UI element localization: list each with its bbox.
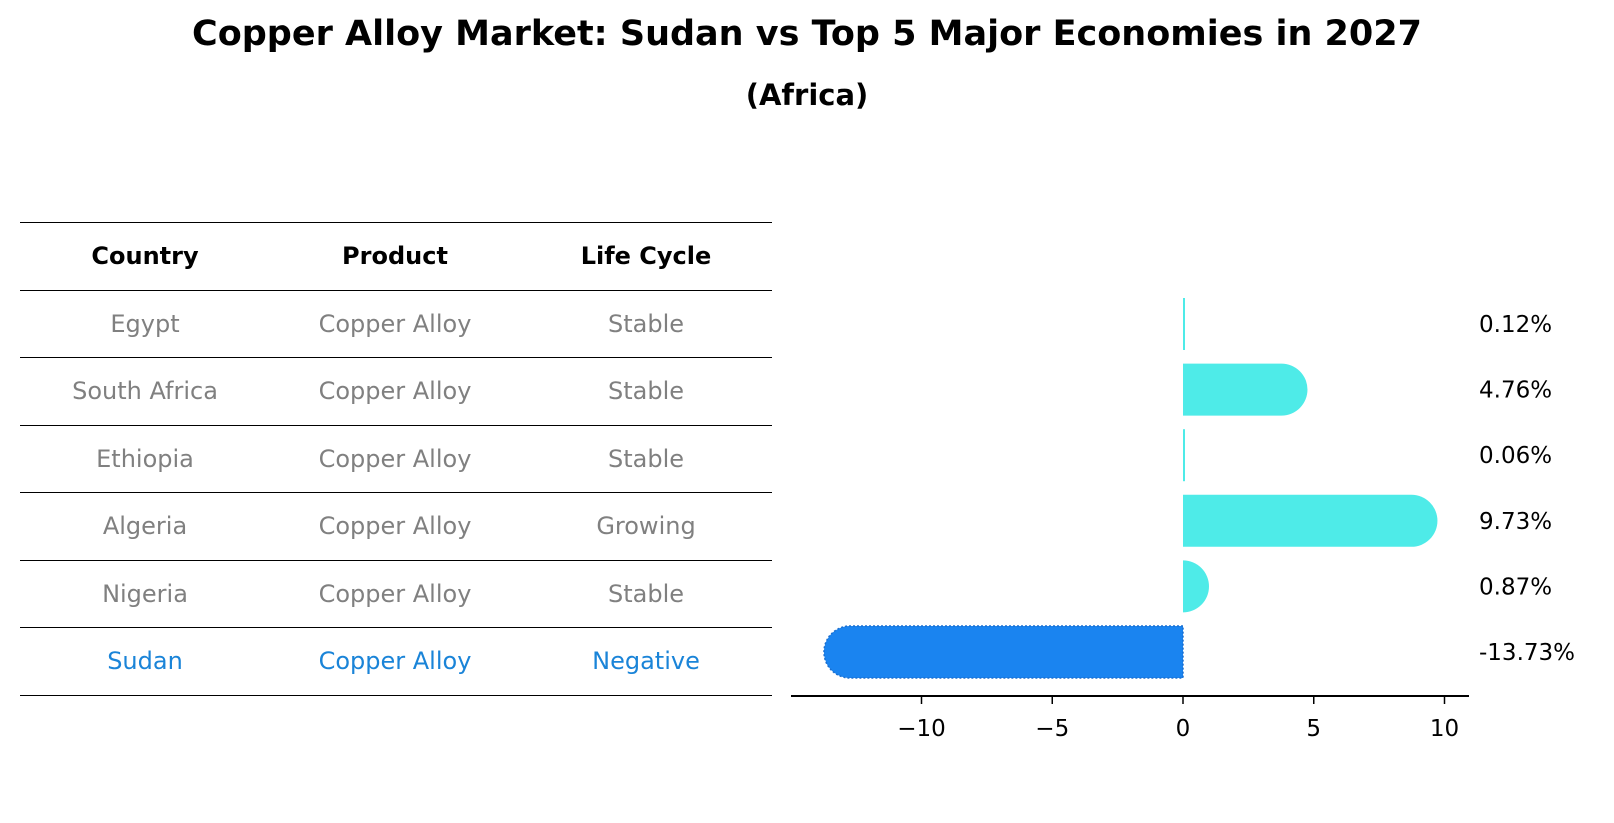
value-labels-group: 0.12% 4.76% 0.06% 9.73% 0.87% -13.73% bbox=[1479, 312, 1575, 666]
x-tick-label: 5 bbox=[1306, 716, 1321, 742]
table-row-highlight: Sudan Copper Alloy Negative bbox=[20, 628, 772, 696]
bar-egypt bbox=[1183, 298, 1185, 350]
bar-nigeria bbox=[1183, 560, 1209, 613]
table-row: South Africa Copper Alloy Stable bbox=[20, 358, 772, 426]
cell-country: South Africa bbox=[72, 377, 218, 406]
chart-title: Copper Alloy Market: Sudan vs Top 5 Majo… bbox=[192, 14, 1422, 54]
bars-group bbox=[823, 298, 1438, 679]
cell-life-cycle: Growing bbox=[596, 512, 696, 541]
bar-ethiopia bbox=[1183, 429, 1185, 482]
cell-life-cycle: Stable bbox=[607, 579, 685, 608]
cell-country: Egypt bbox=[110, 309, 180, 338]
cell-product: Copper Alloy bbox=[318, 444, 472, 473]
cell-product: Copper Alloy bbox=[318, 647, 472, 676]
chart-subtitle: (Africa) bbox=[745, 78, 869, 112]
table-row: Algeria Copper Alloy Growing bbox=[20, 493, 772, 561]
x-tick-label: 10 bbox=[1430, 716, 1459, 742]
header-country: Country bbox=[91, 242, 199, 271]
cell-product: Copper Alloy bbox=[318, 579, 472, 608]
cell-life-cycle: Stable bbox=[607, 377, 685, 406]
cell-country: Sudan bbox=[107, 647, 183, 676]
x-tick-label: −5 bbox=[1035, 716, 1069, 742]
table-row: Nigeria Copper Alloy Stable bbox=[20, 561, 772, 628]
table-row: Ethiopia Copper Alloy Stable bbox=[20, 426, 772, 493]
value-label: 0.87% bbox=[1479, 574, 1552, 600]
header-life-cycle: Life Cycle bbox=[580, 242, 712, 271]
table-row: Egypt Copper Alloy Stable bbox=[20, 291, 772, 358]
cell-product: Copper Alloy bbox=[318, 377, 472, 406]
x-tick-label: −10 bbox=[897, 716, 946, 742]
value-label: 0.12% bbox=[1479, 312, 1552, 338]
cell-country: Algeria bbox=[102, 512, 188, 541]
cell-life-cycle: Stable bbox=[607, 309, 685, 338]
value-label: -13.73% bbox=[1479, 640, 1575, 666]
table-header-row: Country Product Life Cycle bbox=[20, 222, 772, 291]
cell-product: Copper Alloy bbox=[318, 309, 472, 338]
cell-country: Ethiopia bbox=[96, 444, 194, 473]
cell-life-cycle: Stable bbox=[607, 444, 685, 473]
x-tick-label: 0 bbox=[1176, 716, 1191, 742]
bar-sudan bbox=[823, 625, 1184, 679]
bar-algeria bbox=[1183, 494, 1438, 547]
comparison-table: Country Product Life Cycle Egypt Copper … bbox=[20, 222, 772, 696]
header-product: Product bbox=[342, 242, 448, 271]
value-label: 0.06% bbox=[1479, 443, 1552, 469]
value-label: 9.73% bbox=[1479, 509, 1552, 535]
value-label: 4.76% bbox=[1479, 378, 1552, 404]
cell-country: Nigeria bbox=[102, 579, 188, 608]
x-axis-ticks: −10 −5 0 5 10 bbox=[897, 696, 1459, 742]
cell-product: Copper Alloy bbox=[318, 512, 472, 541]
cell-life-cycle: Negative bbox=[592, 647, 700, 676]
bar-south-africa bbox=[1183, 363, 1308, 416]
